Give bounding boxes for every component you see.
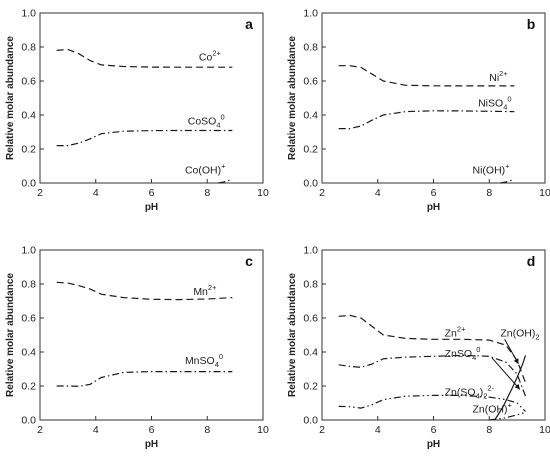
y-tick-label: 0.6 [21,76,36,88]
x-tick-label: 8 [486,424,492,436]
y-tick-label: 1.0 [21,8,36,20]
y-tick-label: 0.4 [21,347,36,359]
y-tick-label: 0.0 [21,178,36,190]
y-axis-title: Relative molar abundance [287,36,298,160]
series-line-ni2 [338,65,515,87]
y-tick-label: 0.0 [303,178,318,190]
y-tick-label: 0.2 [21,144,36,156]
series-line-zn-oh [489,411,526,421]
x-tick-label: 10 [257,424,269,436]
series-label-zn-oh: Zn(OH)+ [473,400,513,415]
series-line-mnso40 [56,371,233,387]
x-tick-label: 8 [204,424,210,436]
series-line-ni-oh [500,178,515,184]
x-tick-label: 4 [375,424,381,436]
x-tick-label: 4 [93,187,99,199]
x-tick-label: 2 [319,424,325,436]
series-label-mnso40: MnSO40 [185,352,223,369]
series-label-coso40: CoSO40 [188,112,225,129]
x-tick-label: 6 [149,424,155,436]
series-label-zn-oh-2: Zn(OH)2 [500,328,539,342]
y-axis-title: Relative molar abundance [5,273,16,397]
series-line-zn2 [338,314,527,383]
series-label-co2: Co2+ [199,49,222,64]
x-tick-label: 6 [431,187,437,199]
x-tick-label: 10 [257,187,269,199]
y-tick-label: 0.4 [21,110,36,122]
series-label-co-oh: Co(OH)+ [185,162,226,177]
x-tick-label: 4 [93,424,99,436]
series-label-znso40: ZnSO40 [445,345,481,362]
y-tick-label: 0.0 [21,415,36,427]
y-tick-label: 1.0 [303,245,318,257]
y-tick-label: 0.4 [303,347,318,359]
y-tick-label: 0.8 [21,279,36,291]
x-tick-label: 8 [486,187,492,199]
x-tick-label: 10 [539,187,550,199]
panel-c: 2 4 6 8 10 0.0 0.2 0.4 0.6 0.8 1.0 pH Relative molar… [5,245,269,451]
x-tick-label: 4 [375,187,381,199]
panel-letter: b [527,16,536,32]
x-tick-label: 2 [37,187,43,199]
annotation-arrowhead [513,358,519,364]
series-label-ni2: Ni2+ [489,69,508,84]
x-tick-label: 8 [204,187,210,199]
x-axis-title: pH [145,202,158,213]
y-tick-label: 0.6 [21,313,36,325]
y-axis-title: Relative molar abundance [287,273,298,397]
y-tick-label: 1.0 [303,8,318,20]
x-axis-title: pH [145,439,158,450]
series-label-zn2: Zn2+ [445,325,466,340]
x-tick-label: 2 [37,424,43,436]
panel-d: 2 4 6 8 10 0.0 0.2 0.4 0.6 0.8 1.0 pH Relative molar… [287,245,550,451]
series-line-co2 [56,48,233,68]
y-tick-label: 0.6 [303,313,318,325]
x-tick-label: 10 [539,424,550,436]
series-line-zn-so4-22 [338,394,526,412]
series-label-ni-oh: Ni(OH)+ [473,162,511,177]
panel-letter: a [245,16,253,32]
x-axis-title: pH [427,439,440,450]
y-tick-label: 0.4 [303,110,318,122]
plot-frame [39,12,264,184]
x-tick-label: 6 [431,424,437,436]
series-line-niso40 [338,110,515,130]
annotation-arrow [491,357,521,390]
y-axis-title: Relative molar abundance [5,36,16,160]
series-line-coso40 [56,129,233,147]
y-tick-label: 0.0 [303,415,318,427]
y-tick-label: 0.2 [303,381,318,393]
y-tick-label: 1.0 [21,245,36,257]
plot-frame [321,12,546,184]
y-tick-label: 0.8 [303,279,318,291]
series-label-niso40: NiSO40 [478,95,511,112]
y-tick-label: 0.2 [21,381,36,393]
panel-a: 2 4 6 8 10 0.0 0.2 0.4 0.6 0.8 1.0 pH Relative molar… [5,8,269,214]
series-line-znso40 [338,354,527,397]
panel-letter: c [245,253,253,269]
panel-letter: d [527,253,536,269]
y-tick-label: 0.2 [303,144,318,156]
x-tick-label: 6 [149,187,155,199]
series-line-co-oh [218,178,233,184]
x-tick-label: 2 [319,187,325,199]
y-tick-label: 0.6 [303,76,318,88]
plot-frame [39,249,264,421]
y-tick-label: 0.8 [303,42,318,54]
y-tick-label: 0.8 [21,42,36,54]
series-line-mn2 [56,281,233,301]
series-label-mn2: Mn2+ [193,283,217,298]
panel-b: 2 4 6 8 10 0.0 0.2 0.4 0.6 0.8 1.0 pH Relative molar… [287,8,550,214]
x-axis-title: pH [427,202,440,213]
annotation-arrowhead [514,383,520,390]
series-label-zn-so4-22: Zn(SO4)22- [445,383,495,400]
